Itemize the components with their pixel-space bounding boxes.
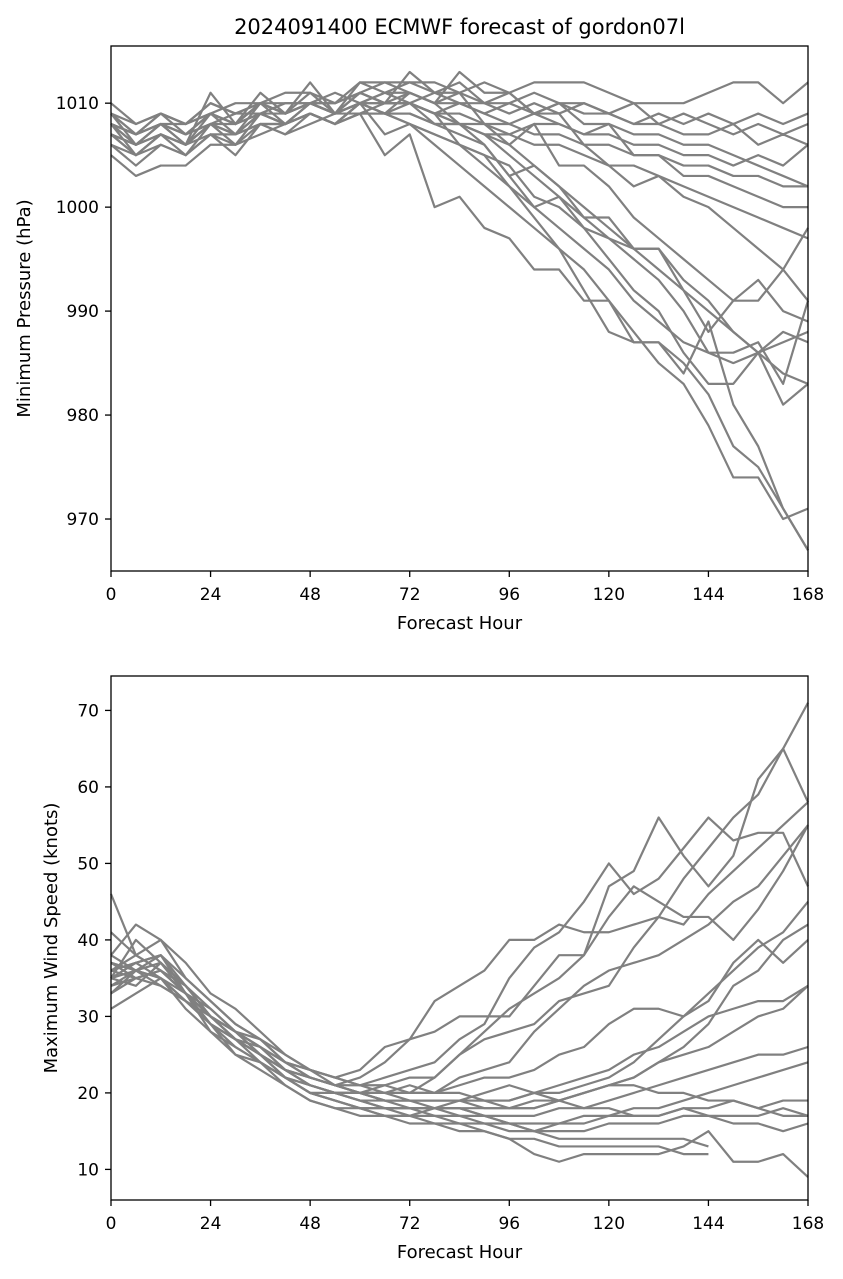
x-tick-label: 96	[498, 585, 520, 605]
x-tick-label: 24	[200, 1214, 222, 1234]
x-tick-label: 144	[692, 1214, 724, 1234]
x-tick-label: 0	[106, 585, 117, 605]
y-tick-label: 20	[77, 1084, 99, 1104]
series-line-19	[110, 900, 809, 1102]
series-line-16	[110, 954, 809, 1178]
series-line-6	[110, 824, 809, 1095]
plot-frame	[110, 675, 809, 1201]
series-line-19	[110, 102, 809, 354]
series-line-17	[110, 954, 809, 1133]
wind-speed-chart: 0 24 48 72 96 120 144 168 10 20 30 40 50 60 70 Forecast…	[41, 675, 824, 1263]
series-line-4	[110, 824, 809, 1095]
x-tick-label: 48	[299, 585, 321, 605]
series-line-6	[110, 102, 809, 188]
x-tick-label: 24	[200, 585, 222, 605]
series-line-7	[110, 70, 808, 209]
series-line-20	[110, 102, 810, 385]
series-line-2	[110, 702, 809, 1079]
y-tick-label: 30	[77, 1007, 99, 1027]
series-line-13	[110, 969, 809, 1133]
plot-frame	[110, 45, 809, 572]
x-axis-label: Forecast Hour	[397, 1242, 523, 1263]
pressure-chart: 2024091400 ECMWF forecast of gordon07l 0 2…	[14, 15, 824, 634]
y-tick-label: 990	[67, 302, 99, 322]
y-tick-label: 1010	[56, 94, 99, 114]
y-tick-label: 70	[77, 701, 99, 721]
x-tick-label: 72	[399, 585, 421, 605]
series-line-12	[110, 961, 808, 1133]
x-tick-label: 168	[792, 585, 824, 605]
x-tick-label: 72	[399, 1214, 421, 1234]
series-group	[109, 702, 809, 1178]
x-tick-label: 144	[692, 585, 724, 605]
series-line-20	[110, 961, 809, 1110]
y-axis-label: Minimum Pressure (hPa)	[14, 199, 35, 417]
x-tick-label: 96	[498, 1214, 520, 1234]
y-tick-label: 60	[77, 778, 99, 798]
x-tick-label: 120	[593, 1214, 625, 1234]
x-tick-label: 48	[299, 1214, 321, 1234]
y-tick-label: 980	[67, 406, 99, 426]
series-line-12	[110, 102, 809, 406]
series-line-15	[110, 112, 809, 551]
series-group	[110, 70, 810, 551]
x-tick-label: 168	[792, 1214, 824, 1234]
y-tick-label: 50	[77, 854, 99, 874]
y-tick-label: 970	[67, 510, 99, 530]
series-line-16	[110, 112, 809, 333]
series-line-17	[110, 91, 808, 188]
y-tick-label: 1000	[56, 198, 99, 218]
y-axis-label: Maximum Wind Speed (knots)	[41, 803, 62, 1074]
x-axis-label: Forecast Hour	[397, 613, 523, 634]
x-tick-label: 120	[593, 585, 625, 605]
series-line-3	[110, 816, 809, 1087]
series-line-11	[110, 91, 809, 365]
chart-title: 2024091400 ECMWF forecast of gordon07l	[234, 15, 685, 39]
x-tick-label: 0	[106, 1214, 117, 1234]
series-line-14	[110, 102, 809, 551]
y-tick-label: 40	[77, 931, 99, 951]
y-tick-label: 10	[77, 1160, 99, 1180]
